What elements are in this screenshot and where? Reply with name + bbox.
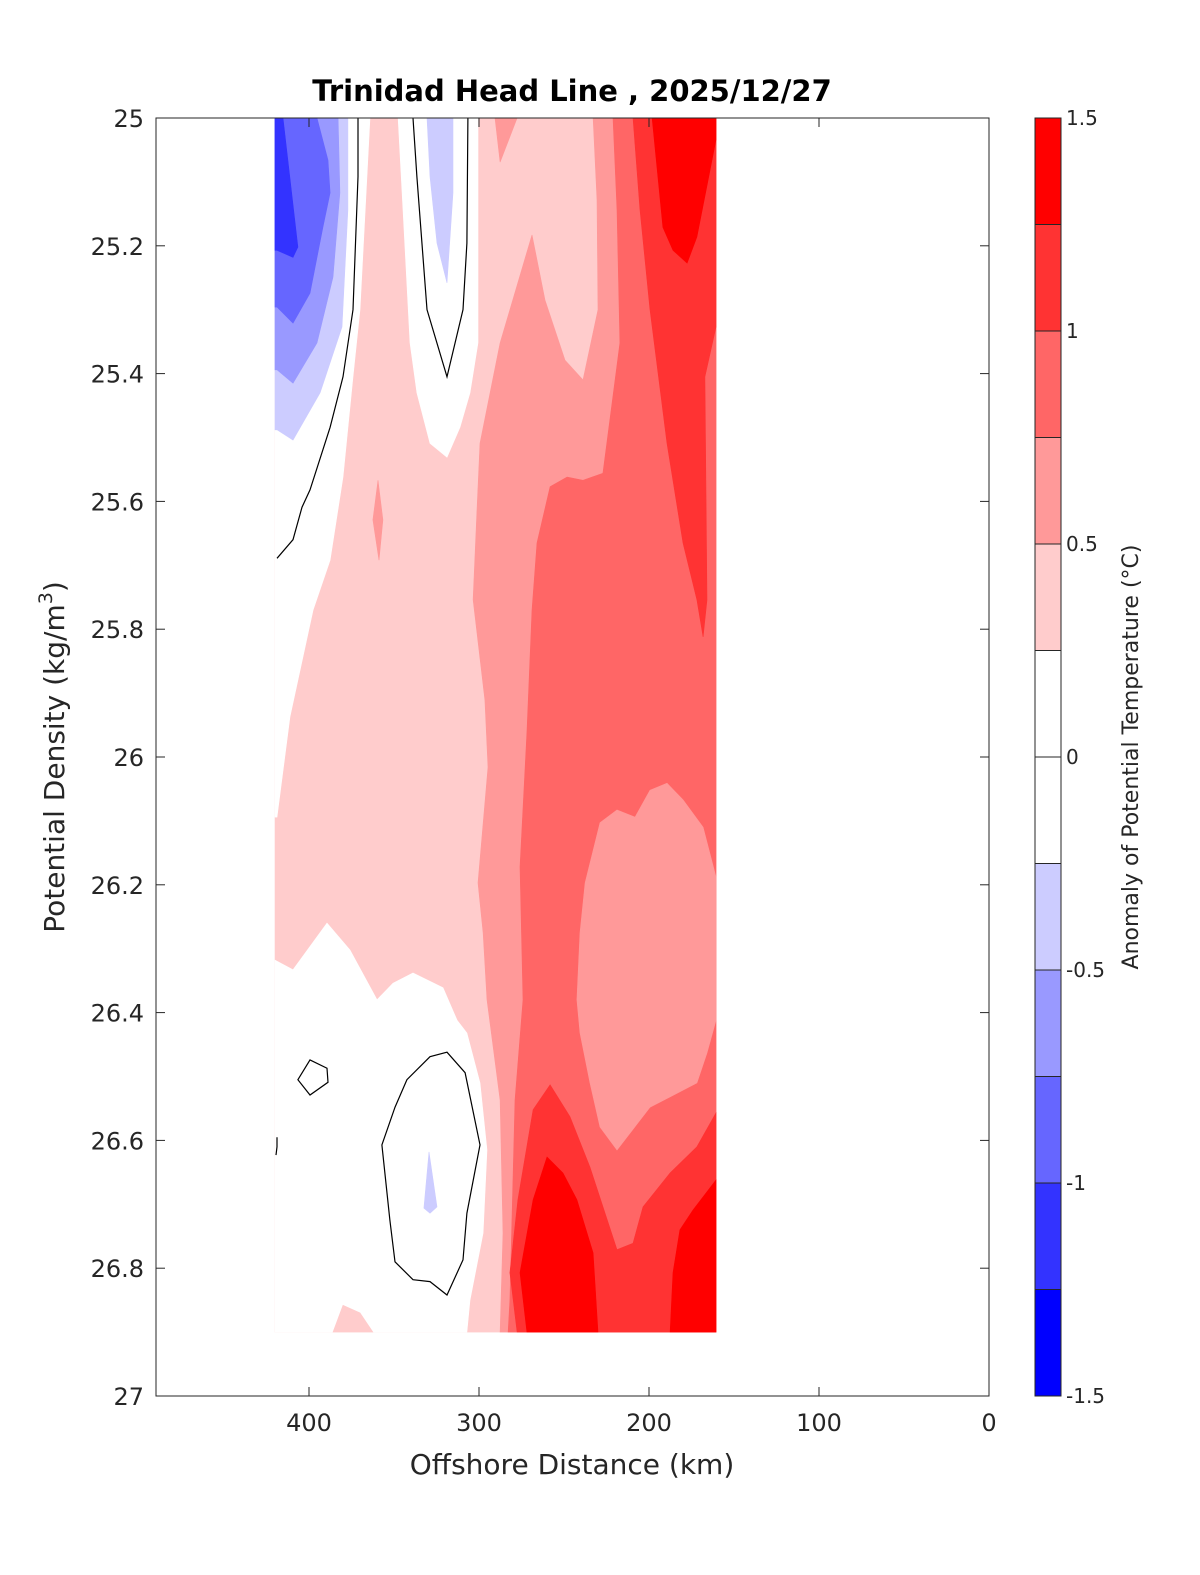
colorbar-tick-label: 1.5 <box>1066 106 1098 130</box>
y-tick-label: 26.2 <box>91 872 144 900</box>
colorbar-swatch <box>1034 437 1062 545</box>
zero-contour-line <box>381 1051 481 1296</box>
y-tick-label: 27 <box>113 1383 144 1411</box>
colorbar: 1.5 1 0.5 0 -0.5 -1 -1.5 <box>1034 106 1105 1408</box>
zero-contour-line <box>412 117 469 380</box>
colorbar-swatch <box>1034 330 1062 438</box>
colorbar-swatch <box>1034 1289 1062 1397</box>
chart-title: Trinidad Head Line , 2025/12/27 <box>312 74 832 108</box>
y-tick-label: 26 <box>113 744 144 772</box>
y-tick-label: 25.2 <box>91 233 144 261</box>
y-axis-label-text: Potential Density (kg/m <box>38 604 71 933</box>
contour-lines <box>275 117 481 1296</box>
colorbar-tick-label: -1 <box>1066 1171 1086 1195</box>
y-tick-label: 25.8 <box>91 616 144 644</box>
x-tick-label: 200 <box>626 1409 672 1437</box>
contour-region <box>519 1156 599 1333</box>
contour-region <box>274 922 488 1333</box>
x-axis-label: Offshore Distance (km) <box>410 1448 735 1481</box>
colorbar-swatch <box>1034 1076 1062 1184</box>
y-tick-label: 26.6 <box>91 1127 144 1155</box>
x-tick-label: 100 <box>796 1409 842 1437</box>
x-tick-label: 400 <box>286 1409 332 1437</box>
y-tick-label: 25 <box>113 105 144 133</box>
colorbar-tick-label: -0.5 <box>1066 958 1105 982</box>
axes: 400 300 200 100 0 25 25.2 25.4 25.6 25.8 26 26.2 26.… <box>91 105 997 1437</box>
contour-region <box>651 117 717 264</box>
zero-contour-line <box>297 1059 329 1096</box>
contour-region <box>423 1151 438 1214</box>
colorbar-swatch <box>1034 969 1062 1077</box>
y-tick-label: 26.8 <box>91 1255 144 1283</box>
contour-region <box>372 480 384 561</box>
filled-contour-regions <box>274 117 717 1333</box>
colorbar-swatch <box>1034 224 1062 332</box>
y-tick-label: 25.4 <box>91 361 144 389</box>
colorbar-swatch <box>1034 863 1062 971</box>
y-tick-label: 25.6 <box>91 488 144 516</box>
contour-region <box>632 117 717 637</box>
colorbar-tick-label: 0.5 <box>1066 532 1098 556</box>
colorbar-tick-label: -1.5 <box>1066 1384 1105 1408</box>
colorbar-swatch <box>1034 543 1062 651</box>
colorbar-swatch <box>1034 1182 1062 1290</box>
colorbar-swatch <box>1034 650 1062 758</box>
y-tick-label: 26.4 <box>91 1000 144 1028</box>
y-axis-label-superscript: 3 <box>35 592 57 604</box>
colorbar-swatch <box>1034 756 1062 864</box>
y-axis-label: Potential Density (kg/m3) <box>35 581 71 933</box>
contour-region <box>397 117 479 458</box>
zero-contour-line <box>275 1137 278 1156</box>
contour-region <box>332 1304 374 1333</box>
y-axis-label-suffix: ) <box>38 581 71 592</box>
contour-region <box>669 1179 717 1333</box>
colorbar-swatch <box>1034 117 1062 225</box>
colorbar-tick-label: 0 <box>1066 745 1079 769</box>
x-tick-label: 300 <box>456 1409 502 1437</box>
colorbar-tick-label: 1 <box>1066 319 1079 343</box>
contour-region <box>576 782 717 1151</box>
colorbar-label: Anomaly of Potential Temperature (°C) <box>1119 545 1144 970</box>
x-tick-label: 0 <box>981 1409 996 1437</box>
zero-contour-line <box>276 118 359 559</box>
